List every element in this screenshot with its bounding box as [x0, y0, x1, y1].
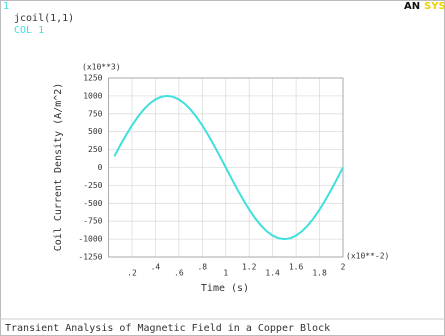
y-axis-label: Coil Current Density (A/m^2) — [53, 83, 64, 252]
y-tick-label: 750 — [88, 109, 103, 118]
x-tick-label: 1 — [223, 269, 228, 278]
logo: SYS — [424, 1, 445, 12]
y-tick-label: -1000 — [78, 235, 102, 244]
x-tick-label: 1.4 — [265, 269, 280, 278]
legend-entry: COL 1 — [14, 25, 44, 36]
y-tick-label: -250 — [83, 181, 102, 190]
y-tick-label: 1000 — [83, 91, 102, 100]
chart-title: Transient Analysis of Magnetic Field in … — [5, 323, 330, 334]
y-tick-label: 1250 — [83, 74, 102, 83]
y-multiplier: (x10**3) — [82, 63, 121, 72]
y-tick-label: 500 — [88, 127, 103, 136]
x-tick-label: .8 — [197, 263, 207, 272]
x-tick-label: 2 — [341, 263, 346, 272]
x-tick-label: .6 — [174, 269, 184, 278]
logo: AN — [404, 1, 420, 12]
x-tick-label: 1.6 — [289, 263, 304, 272]
x-tick-label: 1.8 — [312, 269, 327, 278]
plot-label: jcoil(1,1) — [14, 13, 74, 24]
x-tick-label: 1.2 — [242, 263, 257, 272]
window-number: 1 — [3, 1, 9, 12]
y-tick-label: -1250 — [78, 253, 102, 262]
y-tick-label: 250 — [88, 145, 103, 154]
x-tick-label: .2 — [127, 269, 137, 278]
y-tick-label: -750 — [83, 217, 102, 226]
series-line — [113, 94, 344, 241]
y-tick-label: -500 — [83, 199, 102, 208]
x-multiplier: (x10**-2) — [346, 252, 389, 261]
y-tick-label: 0 — [98, 163, 103, 172]
x-tick-label: .4 — [151, 263, 161, 272]
x-axis-label: Time (s) — [201, 283, 249, 294]
